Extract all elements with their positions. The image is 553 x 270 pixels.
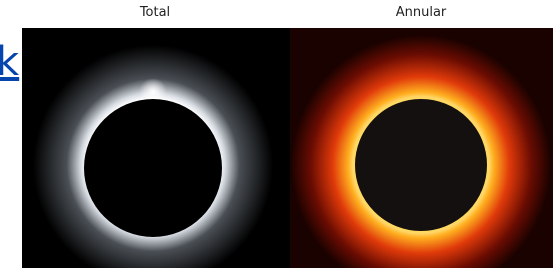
- page: k Total Annular: [0, 0, 553, 270]
- moon: [84, 99, 222, 237]
- moon: [354, 98, 488, 232]
- link[interactable]: k: [0, 38, 19, 86]
- caption: Total: [55, 5, 255, 20]
- eclipse-images: [22, 28, 553, 268]
- caption: Annular: [321, 5, 521, 20]
